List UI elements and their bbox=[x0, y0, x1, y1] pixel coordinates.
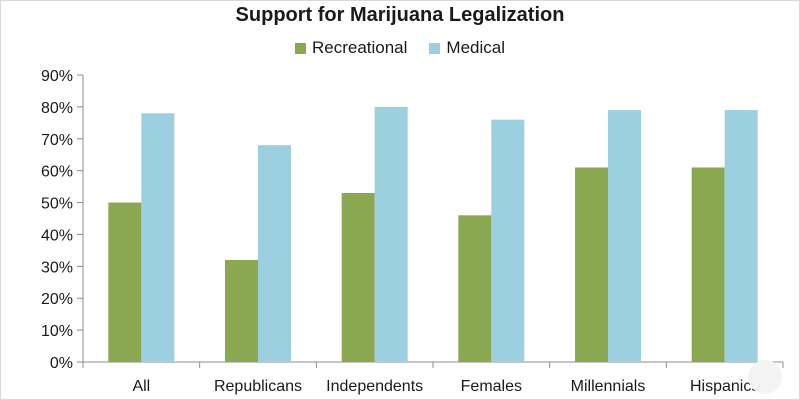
y-tick-label: 40% bbox=[41, 227, 73, 244]
legend-item-recreational: Recreational bbox=[294, 38, 408, 58]
chart-title: Support for Marijuana Legalization bbox=[235, 4, 565, 26]
bar-recreational-republicans bbox=[225, 259, 258, 362]
x-tick-label: Independents bbox=[326, 378, 423, 395]
bar-medical-independents bbox=[374, 106, 408, 362]
x-tick-label: Millennials bbox=[571, 378, 646, 395]
bar-medical-millennials bbox=[608, 110, 641, 362]
x-tick-label: All bbox=[132, 378, 150, 395]
x-tick-label: Republicans bbox=[214, 378, 302, 395]
bar-medical-females bbox=[491, 119, 525, 363]
bar-recreational-millennials bbox=[575, 167, 608, 362]
bar-recreational-independents bbox=[341, 192, 375, 362]
bar-medical-all bbox=[141, 113, 175, 363]
y-tick-label: 0% bbox=[50, 355, 73, 372]
legend-label-medical: Medical bbox=[446, 38, 506, 57]
bar-recreational-hispanics bbox=[691, 167, 725, 362]
y-tick-label: 30% bbox=[41, 259, 73, 276]
y-tick-label: 80% bbox=[41, 100, 73, 117]
y-tick-label: 10% bbox=[41, 323, 73, 340]
bar-medical-republicans bbox=[258, 145, 291, 362]
corner-badge bbox=[748, 360, 782, 394]
legend-swatch-medical bbox=[429, 42, 441, 54]
y-tick-label: 50% bbox=[41, 196, 73, 213]
chart-legend: Recreational Medical bbox=[0, 38, 800, 58]
legend-swatch-recreational bbox=[294, 42, 306, 54]
y-tick-label: 70% bbox=[41, 132, 73, 149]
y-tick-label: 20% bbox=[41, 291, 73, 308]
bar-recreational-all bbox=[108, 202, 142, 362]
legend-label-recreational: Recreational bbox=[311, 38, 408, 57]
bar-recreational-females bbox=[458, 215, 492, 362]
bar-medical-hispanics bbox=[724, 110, 758, 362]
x-tick-label: Females bbox=[461, 378, 522, 395]
legend-item-medical: Medical bbox=[429, 38, 505, 58]
y-tick-label: 60% bbox=[41, 164, 73, 181]
y-tick-label: 90% bbox=[41, 68, 73, 85]
x-tick-label: Hispanics bbox=[690, 378, 759, 395]
